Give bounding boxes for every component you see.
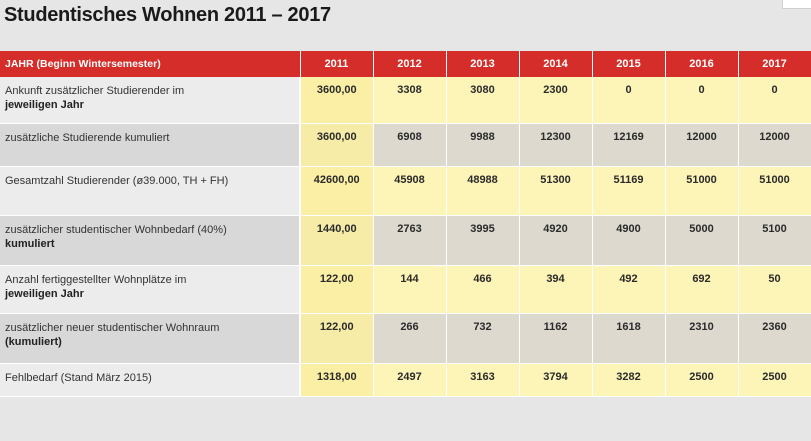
column-header-year: 2011	[300, 51, 374, 77]
table-cell-value: 692	[665, 265, 739, 314]
table-cell-value: 6908	[373, 123, 447, 167]
table-cell-value: 466	[446, 265, 520, 314]
row-label: Ankunft zusätzlicher Studierender im jewe…	[0, 77, 301, 124]
table-cell-value: 3794	[519, 363, 593, 397]
row-label-text: Gesamtzahl Studierender (ø39.000, TH + F…	[5, 174, 229, 187]
table-cell-value: 1618	[592, 313, 666, 364]
table-cell-value: 51169	[592, 166, 666, 216]
table-cell-value: 12000	[738, 123, 811, 167]
table-header-row: JAHR (Beginn Wintersemester) 2011 2012 2…	[0, 51, 811, 77]
table-cell-value: 51000	[738, 166, 811, 216]
table-cell-value: 1318,00	[300, 363, 374, 397]
table-cell-value: 122,00	[300, 313, 374, 364]
table-cell-value: 5000	[665, 215, 739, 266]
table-cell-value: 2500	[665, 363, 739, 397]
table-cell-value: 122,00	[300, 265, 374, 314]
table-row: Anzahl fertiggestellter Wohnplätze im jew…	[0, 265, 811, 314]
table-cell-value: 9988	[446, 123, 520, 167]
table-cell-value: 2763	[373, 215, 447, 266]
table-row: zusätzliche Studierende kumuliert 3600,00…	[0, 123, 811, 167]
table-row: Fehlbedarf (Stand März 2015) 1318,00 2497 3…	[0, 363, 811, 397]
table-cell-value: 45908	[373, 166, 447, 216]
row-label: zusätzlicher neuer studentischer Wohnrau…	[0, 313, 301, 364]
row-label-text: zusätzlicher studentischer Wohnbedarf (4…	[5, 223, 227, 236]
table-cell-value: 1162	[519, 313, 593, 364]
table-row: zusätzlicher studentischer Wohnbedarf (4…	[0, 215, 811, 266]
table-cell-value: 12169	[592, 123, 666, 167]
row-label-text: Anzahl fertiggestellter Wohnplätze im	[5, 273, 187, 286]
table-cell-value: 51300	[519, 166, 593, 216]
column-header-year: 2013	[446, 51, 520, 77]
row-label: Anzahl fertiggestellter Wohnplätze im jew…	[0, 265, 301, 314]
table-cell-value: 266	[373, 313, 447, 364]
table-cell-value: 12000	[665, 123, 739, 167]
table-cell-value: 3282	[592, 363, 666, 397]
table-cell-value: 3308	[373, 77, 447, 124]
table-cell-value: 48988	[446, 166, 520, 216]
table-cell-value: 2360	[738, 313, 811, 364]
row-label-text: zusätzlicher neuer studentischer Wohnrau…	[5, 321, 220, 334]
row-label-emphasis: jeweiligen Jahr	[5, 99, 84, 111]
table-cell-value: 2310	[665, 313, 739, 364]
table-cell-value: 3600,00	[300, 123, 374, 167]
table-row: zusätzlicher neuer studentischer Wohnrau…	[0, 313, 811, 364]
row-label-text: Ankunft zusätzlicher Studierender im	[5, 85, 185, 97]
table-cell-value: 732	[446, 313, 520, 364]
row-label: zusätzlicher studentischer Wohnbedarf (4…	[0, 215, 301, 266]
corner-decoration	[782, 0, 811, 9]
table-cell-value: 4920	[519, 215, 593, 266]
table-cell-value: 0	[592, 77, 666, 124]
table-cell-value: 42600,00	[300, 166, 374, 216]
table-cell-value: 3080	[446, 77, 520, 124]
table-cell-value: 3995	[446, 215, 520, 266]
table-cell-value: 2500	[738, 363, 811, 397]
table-cell-value: 2300	[519, 77, 593, 124]
row-label: zusätzliche Studierende kumuliert	[0, 123, 301, 167]
table-cell-value: 51000	[665, 166, 739, 216]
row-label-text: zusätzliche Studierende kumuliert	[5, 131, 170, 144]
table-row: Ankunft zusätzlicher Studierender im jewe…	[0, 77, 811, 124]
row-label-emphasis: (kumuliert)	[5, 335, 62, 348]
table-cell-value: 50	[738, 265, 811, 314]
column-header-year: 2014	[519, 51, 593, 77]
column-header-year: 2012	[373, 51, 447, 77]
row-label: Gesamtzahl Studierender (ø39.000, TH + F…	[0, 166, 301, 216]
page-title: Studentisches Wohnen 2011 – 2017	[4, 4, 331, 26]
table-cell-value: 5100	[738, 215, 811, 266]
table-cell-value: 12300	[519, 123, 593, 167]
column-header-label: JAHR (Beginn Wintersemester)	[0, 51, 301, 77]
table-cell-value: 1440,00	[300, 215, 374, 266]
table-cell-value: 3600,00	[300, 77, 374, 124]
row-label: Fehlbedarf (Stand März 2015)	[0, 363, 301, 397]
column-header-year: 2015	[592, 51, 666, 77]
table-cell-value: 2497	[373, 363, 447, 397]
table-cell-value: 492	[592, 265, 666, 314]
table-cell-value: 144	[373, 265, 447, 314]
column-header-year: 2016	[665, 51, 739, 77]
row-label-text: Fehlbedarf (Stand März 2015)	[5, 371, 152, 384]
table-cell-value: 0	[738, 77, 811, 124]
table-cell-value: 3163	[446, 363, 520, 397]
column-header-year: 2017	[738, 51, 811, 77]
housing-table: JAHR (Beginn Wintersemester) 2011 2012 2…	[0, 51, 811, 397]
row-label-emphasis: kumuliert	[5, 237, 55, 250]
row-label-emphasis: jeweiligen Jahr	[5, 287, 84, 300]
table-cell-value: 394	[519, 265, 593, 314]
table-row: Gesamtzahl Studierender (ø39.000, TH + F…	[0, 166, 811, 216]
table-cell-value: 4900	[592, 215, 666, 266]
table-cell-value: 0	[665, 77, 739, 124]
